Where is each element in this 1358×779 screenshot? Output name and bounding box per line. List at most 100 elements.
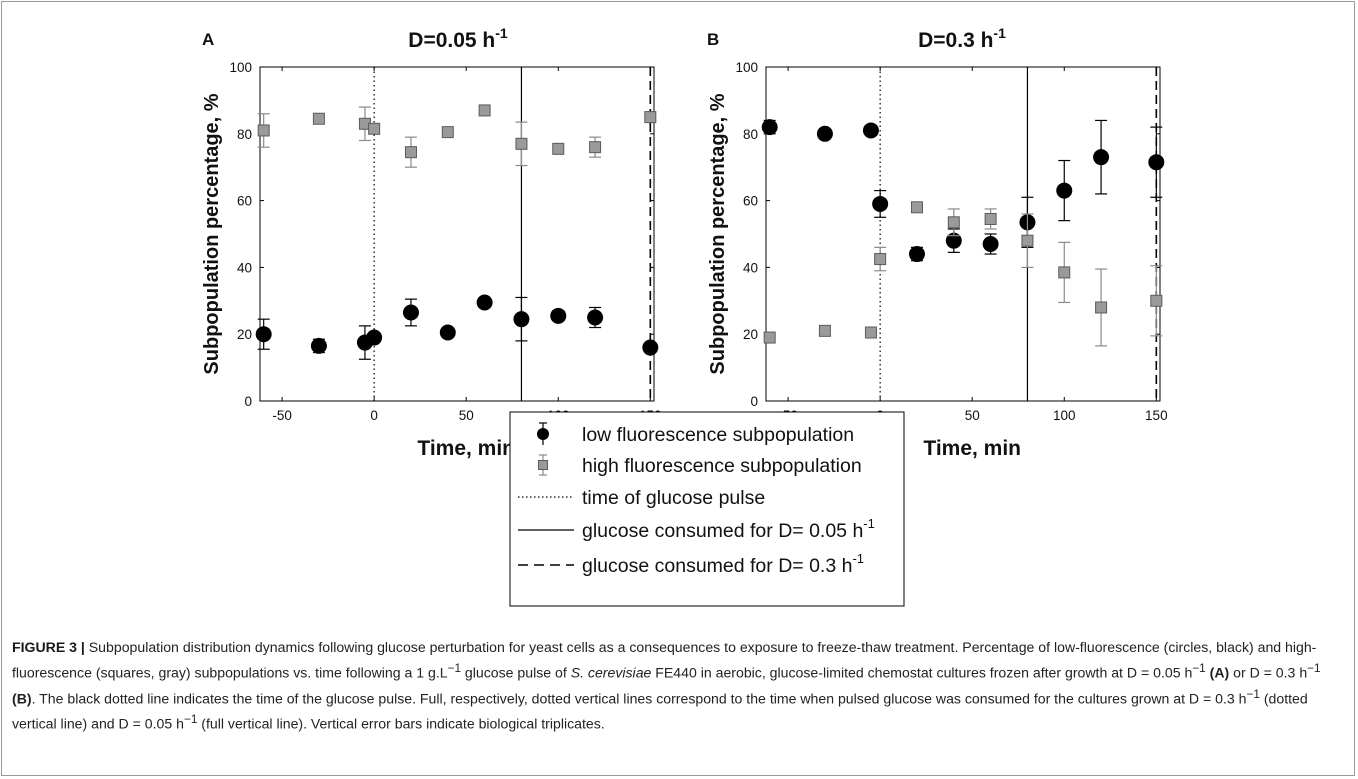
legend-label: glucose consumed for D= 0.05 h-1 [582,516,875,542]
legend-square-marker [538,460,548,470]
legend-label-text: glucose consumed for D= 0.05 h [582,520,863,542]
data-point-low [1148,154,1165,171]
data-point-high [404,146,417,159]
x-axis-label: Time, min [417,437,515,460]
y-tick-label: 80 [743,127,758,142]
caption-ref-a: (A) [1205,664,1230,681]
panel-title-main: D=0.05 h [408,29,495,52]
data-point-low [1093,149,1110,166]
y-tick-label: 0 [750,394,758,409]
y-tick-label: 0 [244,394,252,409]
data-point-low [862,122,879,139]
caption-sup-4: −1 [1246,687,1260,701]
caption-sup-3: −1 [1307,662,1321,675]
data-point-high [947,216,960,229]
legend-label-text: glucose consumed for D= 0.3 h [582,555,852,577]
caption-text-5: . The black dotted line indicates the ti… [31,690,1247,707]
chart-canvas: -50 0 50 100 150 0 20 40 60 80 100 Time, min Subpopu… [201,25,1168,607]
y-tick-label: 80 [237,127,252,142]
legend-label-exponent: -1 [852,551,864,566]
x-tick-label: 50 [965,408,980,423]
y-tick-label: 20 [237,327,252,342]
legend-label: low fluorescence subpopulation [582,424,854,446]
panel-title: D=0.05 h-1 [408,25,508,52]
y-tick-label: 100 [735,60,758,75]
caption-text-3: FE440 in aerobic, glucose-limited chemos… [651,664,1193,681]
y-tick-label: 60 [237,194,252,209]
data-point-low [587,309,604,326]
data-point-high [910,201,923,214]
axes-box [765,66,1161,402]
data-point-high [312,112,325,125]
caption-text-2: glucose pulse of [460,664,571,681]
caption-figure-label: FIGURE 3 | [12,639,85,655]
caption-species: S. cerevisiae [570,664,652,681]
x-tick-label: 50 [459,408,474,423]
legend-label-text: high fluorescence subpopulation [582,455,862,477]
y-tick-label: 40 [743,260,758,275]
legend-label: time of glucose pulse [582,487,765,509]
caption-text-6: (dotted vertical line) and D = 0.05 h [12,690,1308,733]
legend: low fluorescence subpopulation high fluor… [509,411,905,607]
data-point-high [1021,234,1034,247]
panel-title-exponent: -1 [993,25,1006,41]
data-point-high [1095,301,1108,314]
legend-circle-marker [537,428,549,440]
panel-title-exponent: -1 [495,25,508,41]
data-point-high [515,137,528,150]
data-point-low [310,337,327,354]
data-point-low [439,324,456,341]
data-point-low [476,294,493,311]
figure-caption: FIGURE 3 | Subpopulation distribution dy… [12,637,1346,735]
data-point-low [255,326,272,343]
data-point-low [1056,182,1073,199]
data-point-high [1058,266,1071,279]
data-point-high [478,104,491,117]
panel-title-main: D=0.3 h [918,29,993,52]
legend-label-text: low fluorescence subpopulation [582,424,854,446]
y-tick-label: 60 [743,194,758,209]
legend-box [509,411,905,607]
x-axis-label: Time, min [923,437,1021,460]
axes-box [259,66,655,402]
x-tick-label: 100 [1053,408,1076,423]
chart-panel-b: -50050100150020406080100Time, minSubpopu… [707,25,1168,460]
legend-label-exponent: -1 [863,516,875,531]
data-point-high [441,126,454,139]
caption-text-4: or D = 0.3 h [1229,664,1308,681]
data-point-low [945,232,962,249]
data-point-low [366,329,383,346]
panel-letter: B [707,30,719,49]
x-tick-label: 0 [370,408,378,423]
data-point-high [644,111,657,124]
y-tick-label: 20 [743,327,758,342]
caption-ref-b: (B) [12,690,32,707]
data-point-low [513,311,530,328]
data-point-low [550,307,567,324]
x-tick-label: -50 [272,408,292,423]
data-point-high [984,212,997,225]
data-point-low [816,125,833,142]
panel-title: D=0.3 h-1 [918,25,1006,52]
data-point-high [257,124,270,137]
chart-panel-a: -50050100150020406080100Time, minSubpopu… [201,25,662,460]
data-point-high [1150,294,1163,307]
data-point-low [761,119,778,136]
data-point-low [872,195,889,212]
data-point-high [874,253,887,266]
data-point-low [908,246,925,263]
legend-label: high fluorescence subpopulation [582,455,862,477]
data-point-high [368,122,381,135]
y-axis-label: Subpopulation percentage, % [707,93,729,374]
panel-letter: A [202,30,214,49]
data-point-high [552,142,565,155]
y-tick-label: 40 [237,260,252,275]
data-point-low [982,236,999,253]
caption-sup-1: −1 [447,662,461,675]
data-point-low [402,304,419,321]
y-axis-label: Subpopulation percentage, % [201,93,223,374]
caption-sup-5: −1 [183,713,198,727]
caption-text-7: (full vertical line). Vertical error bar… [197,716,605,733]
data-point-high [589,141,602,154]
